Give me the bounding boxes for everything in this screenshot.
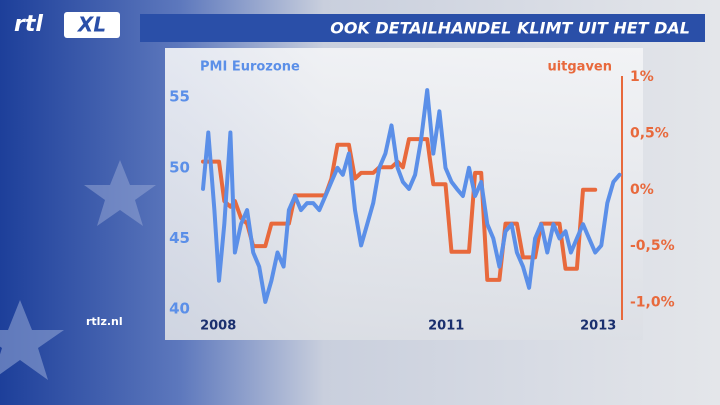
chart-panel <box>165 48 643 340</box>
x-tick-label: 2008 <box>200 319 236 334</box>
y2-tick-label: 0% <box>630 182 654 198</box>
chart-title: OOK DETAILHANDEL KLIMT UIT HET DAL <box>330 19 690 38</box>
legend-entry: PMI Eurozone <box>200 60 300 75</box>
logo-badge-text: XL <box>76 13 106 37</box>
y-tick-label: 55 <box>169 88 190 106</box>
x-tick-label: 2011 <box>428 319 464 334</box>
logo-badge <box>64 12 120 38</box>
y2-tick-label: -1,0% <box>630 294 675 310</box>
y2-tick-label: 1% <box>630 69 654 85</box>
watermark: rtlz.nl <box>86 315 123 328</box>
star-decoration <box>84 160 156 226</box>
title-bar <box>140 14 705 42</box>
y2-tick-label: 0,5% <box>630 125 669 141</box>
y-tick-label: 50 <box>169 158 190 176</box>
y-tick-label: 40 <box>169 299 190 317</box>
y2-tick-label: -0,5% <box>630 238 675 254</box>
y-tick-label: 45 <box>169 229 190 247</box>
star-decoration <box>0 300 64 380</box>
series-line <box>201 88 622 304</box>
legend-entry: uitgaven <box>547 60 612 75</box>
x-tick-label: 2013 <box>580 319 616 334</box>
logo: rtl <box>14 12 43 37</box>
